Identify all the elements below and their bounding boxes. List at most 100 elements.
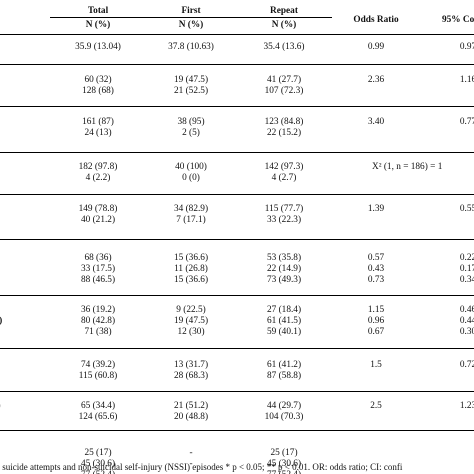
cell-repeat: 45 (30.6) [266,459,302,469]
table-row: ation (SD) 35.9 (13.04) 37.8 (10.63) 35.4 (… [0,35,474,65]
cell-first: 13 (31.7) [146,348,236,371]
cell-first: 19 (47.5) [173,316,209,326]
table-row: ne) 71 (38) 12 (30) 59 (40.1) 0.67 0.30 [0,327,474,349]
table-row: 74 (39.2) 13 (31.7) 61 (41.2) 1.5 0.72 [0,348,474,371]
row-label: ɔ [0,275,50,296]
row-label [0,264,50,275]
table-row: 182 (97.8) 40 (100) 142 (97.3) X² (1, n = 1… [0,152,474,173]
cell-odds-ratio [332,128,420,153]
table-row: sexual161 (87)38 (95)123 (84.8)3.400.77 [0,106,474,128]
cell-odds-ratio [332,215,420,240]
cell-first: 12 (30) [177,327,205,337]
table-row: 115 (60.8) 28 (68.3) 87 (58.8) [0,371,474,392]
cell-odds-ratio [332,448,420,459]
row-label [0,215,50,240]
cell-odds-ratio: 1.5 [332,348,420,371]
row-label [0,371,50,392]
cell-odds-ratio: 0.43 [367,264,385,274]
cell-confidence [420,459,474,470]
row-label: m episode) [0,391,50,412]
cell-first: 34 (82.9) [146,194,236,215]
cell-repeat: 35.4 (13.6) [263,42,305,52]
cell-repeat: 73 (49.3) [266,275,302,285]
cell-total: 60 (32) [50,64,146,86]
row-label [0,128,50,153]
cell-repeat: 77 (52.4) [236,470,332,474]
col-total-subheader: N (%) [50,17,146,35]
cell-total: 149 (78.8) [50,194,146,215]
col-label-header [0,0,50,18]
cell-total: 80 (42.8) [80,316,116,326]
cell-confidence: 0.34 [459,275,474,285]
cell-first: 9 (22.5) [146,295,236,316]
col-repeat-subheader: N (%) [236,17,332,35]
cell-confidence [420,173,474,195]
row-label [0,194,50,215]
table-row: s (vs. none) 80 (42.8) 19 (47.5) 61 (41.5) 0… [0,316,474,327]
cell-odds-ratio [332,86,420,107]
cell-confidence [420,215,474,240]
cell-total: 35.9 (13.04) [75,42,121,52]
cell-odds-ratio: 2.5 [332,391,420,412]
cell-first: 11 (26.8) [174,264,208,274]
cell-total: 182 (97.8) [50,152,146,173]
cell-repeat: 59 (40.1) [266,327,302,337]
cell-confidence [420,412,474,431]
cell-first: 2 (5) [182,128,200,138]
col-odds-ratio-header: Odds Ratio [332,0,420,35]
col-total-header: Total [50,0,146,18]
cell-first: 7 (17.1) [176,215,206,225]
cell-repeat: 87 (58.8) [266,371,302,381]
row-label [0,152,50,173]
table-row: ed)68 (36)15 (36.6)53 (35.8)0.570.22 [0,239,474,264]
cell-repeat: 61 (41.2) [236,348,332,371]
cell-odds-ratio [332,173,420,195]
cell-repeat: 104 (70.3) [264,412,304,422]
cell-total: 128 (68) [82,86,114,96]
cell-repeat: 115 (77.7) [236,194,332,215]
cell-repeat: 44 (29.7) [236,391,332,412]
cell-total: 40 (21.2) [80,215,116,225]
cell-repeat [236,430,332,448]
cell-total: 24 (13) [84,128,112,138]
cell-total [50,430,146,448]
cell-repeat: 4 (2.7) [271,173,297,183]
cell-odds-ratio: 0.57 [332,239,420,264]
cell-first: 21 (51.2) [146,391,236,412]
cell-confidence: 0.22 [420,239,474,264]
cell-total: 33 (17.5) [80,264,116,274]
row-label [0,348,50,371]
table-row: 124 (65.6) 20 (48.8) 104 (70.3) [0,412,474,431]
cell-confidence [420,430,474,448]
cell-confidence: 0.72 [420,348,474,371]
cell-first: 40 (100) [146,152,236,173]
cell-first: 38 (95) [146,106,236,128]
cell-first: 21 (52.5) [173,86,209,96]
cell-odds-ratio [332,371,420,392]
cell-total: 45 (30.6) [80,459,116,469]
cell-confidence: 0.77 [420,106,474,128]
cell-first: - [189,448,193,458]
cell-total: 71 (38) [84,327,112,337]
table-row: sodes ᵃ [0,430,474,448]
row-label [0,64,50,86]
cell-confidence: 1.23 [420,391,474,412]
row-label: ed) [0,239,50,264]
cell-total: 36 (19.2) [50,295,146,316]
cell-total: 68 (36) [50,239,146,264]
col-confidence-header: 95% Confi [420,0,474,35]
cell-odds-ratio: 0.99 [367,42,385,52]
col-first-subheader: N (%) [146,17,236,35]
cell-odds-ratio: 0.67 [367,327,385,337]
cell-odds-ratio: 0.96 [367,316,385,326]
cell-total: 124 (65.6) [78,412,118,422]
table-row: 45 (30.6) - 45 (30.6) [0,459,474,470]
table-row: 60 (32) 19 (47.5) 41 (27.7) 2.36 1.16 [0,64,474,86]
cell-total: 4 (2.2) [85,173,111,183]
table-row: 149 (78.8) 34 (82.9) 115 (77.7) 1.39 0.55 [0,194,474,215]
cell-repeat: 41 (27.7) [236,64,332,86]
cell-confidence: 0.55 [420,194,474,215]
row-label: ther) [0,295,50,316]
